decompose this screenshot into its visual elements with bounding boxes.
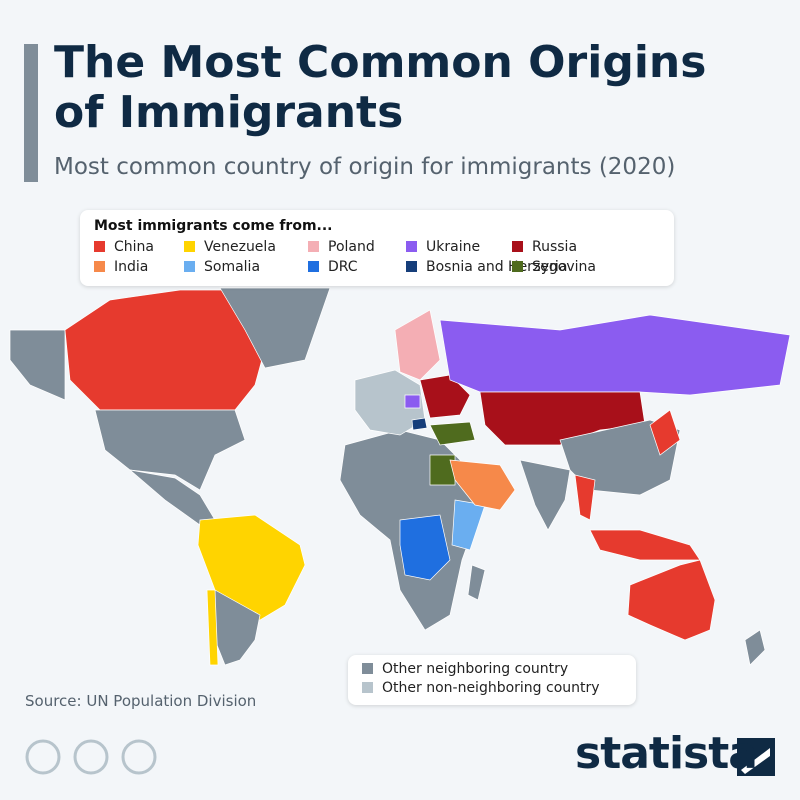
korea-japan: [649, 409, 681, 456]
legend-label: India: [114, 259, 149, 275]
legend-label: China: [114, 239, 154, 255]
legend-label: Russia: [532, 239, 578, 255]
legend-swatch: [184, 241, 195, 252]
legend-item: India: [94, 259, 148, 275]
legend-item: Poland: [308, 239, 375, 255]
legend-item: Other neighboring country: [362, 661, 568, 677]
greenland: [219, 287, 331, 369]
source: Source: UN Population Division: [25, 692, 257, 710]
legend-item: Ukraine: [406, 239, 480, 255]
legend-swatch: [362, 682, 373, 693]
drc-region: [399, 514, 451, 581]
new-zealand: [744, 629, 766, 666]
arabia: [449, 459, 516, 511]
nd-icon: [121, 739, 157, 775]
legend-title: Most immigrants come from...: [94, 218, 333, 234]
venezuela-region: [197, 514, 306, 621]
legend-item: Other non-neighboring country: [362, 680, 600, 696]
legend-label: Other neighboring country: [382, 661, 569, 677]
legend-swatch: [94, 261, 105, 272]
legend-label: Syria: [532, 259, 568, 275]
legend-swatch: [512, 261, 523, 272]
legend: Most immigrants come from... China India V…: [80, 210, 674, 286]
usa: [94, 409, 246, 491]
alaska: [9, 329, 66, 401]
legend-label: Poland: [328, 239, 375, 255]
legend-swatch: [308, 261, 319, 272]
subtitle: Most common country of origin for immigr…: [54, 154, 676, 180]
title: The Most Common Origins of Immigrants: [54, 37, 707, 138]
cc-icon: [25, 739, 61, 775]
legend-item: Bosnia and Herzegovina: [406, 259, 596, 275]
secondary-legend: Other neighboring country Other non-neigh…: [348, 655, 636, 705]
legend-label: Bosnia and Herzegovina: [426, 259, 596, 275]
balkans: [411, 417, 428, 431]
legend-label: Other non-neighboring country: [382, 680, 600, 696]
legend-swatch: [512, 241, 523, 252]
russia: [439, 314, 791, 396]
legend-item: DRC: [308, 259, 358, 275]
indonesia: [589, 529, 701, 561]
legend-item: China: [94, 239, 154, 255]
eastern-europe: [419, 374, 471, 419]
madagascar: [467, 564, 486, 601]
map-shapes: [9, 287, 791, 666]
legend-item: Russia: [512, 239, 577, 255]
australia: [627, 559, 716, 641]
brand: statista: [575, 728, 758, 779]
somalia-region: [451, 499, 486, 551]
legend-label: DRC: [328, 259, 358, 275]
legend-label: Somalia: [204, 259, 261, 275]
brand-mark: [741, 748, 770, 774]
legend-label: Venezuela: [204, 239, 276, 255]
brand-icon: [737, 738, 775, 776]
legend-item: Venezuela: [184, 239, 276, 255]
legend-item: Syria: [512, 259, 567, 275]
india: [519, 459, 571, 531]
license-icons: [25, 739, 157, 775]
scandinavia: [394, 309, 441, 381]
legend-swatch: [362, 663, 373, 674]
by-icon: [73, 739, 109, 775]
legend-label: Ukraine: [426, 239, 481, 255]
chile: [206, 589, 219, 666]
legend-swatch: [406, 241, 417, 252]
legend-swatch: [184, 261, 195, 272]
legend-swatch: [94, 241, 105, 252]
myanmar: [574, 474, 596, 521]
legend-item: Somalia: [184, 259, 260, 275]
title-bar: [24, 44, 38, 182]
legend-swatch: [406, 261, 417, 272]
poland: [404, 394, 421, 409]
turkey-region: [429, 421, 476, 446]
legend-swatch: [308, 241, 319, 252]
egypt: [429, 454, 456, 486]
